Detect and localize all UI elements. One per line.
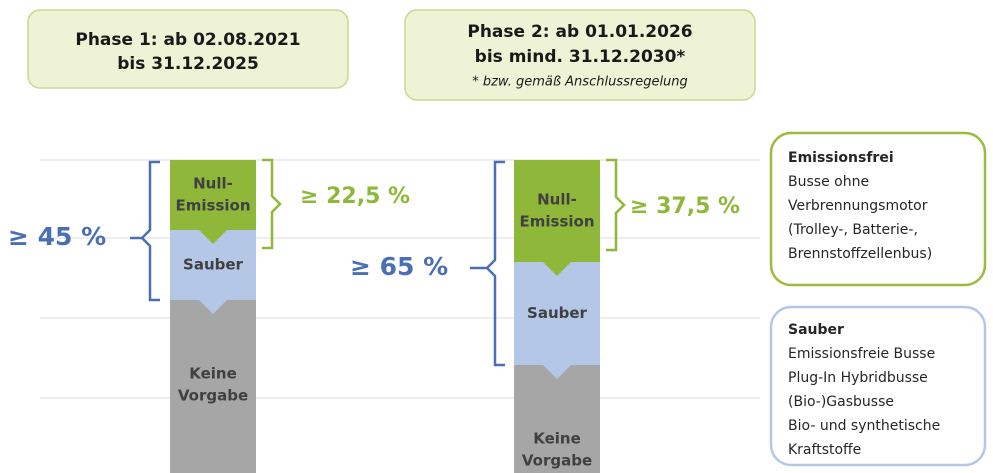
legend-line: Plug-In Hybridbusse [788,370,928,386]
segment-label: Vorgabe [178,387,248,405]
legend-title: Sauber [788,322,844,338]
segment-label: Null- [193,175,233,193]
legend-line: Kraftstoffe [788,442,861,458]
segment-label: Null- [537,191,577,209]
share-label: ≥ 37,5 % [630,194,740,219]
bar-segment [514,262,600,365]
bar-segment [514,160,600,262]
bar-segment [514,365,600,473]
phase-title: Phase 2: ab 01.01.2026 [467,22,692,42]
segment-label: Emission [520,213,595,231]
phase-title: Phase 1: ab 02.08.2021 [75,30,300,50]
share-label: ≥ 45 % [8,222,106,251]
phase-title: bis 31.12.2025 [117,54,259,74]
phase-box [27,9,349,89]
segment-label: Keine [533,430,581,448]
bracket [262,158,282,250]
arrow [543,254,571,276]
legend-line: Brennstoffzellenbus) [788,246,932,262]
arrow [199,222,227,244]
segment-label: Vorgabe [522,452,592,470]
phase-box [404,9,756,101]
arrow [543,357,571,379]
legend-box [769,131,987,287]
bar-segment [170,160,256,230]
grid [40,159,760,399]
share-label: ≥ 65 % [350,252,448,281]
legend-title: Emissionsfrei [788,150,894,166]
bar-segment [170,300,256,473]
legend-line: Bio- und synthetische [788,418,940,434]
phase-note: * bzw. gemäß Anschlussregelung [472,75,688,90]
legend-box [769,305,987,467]
share-label: ≥ 22,5 % [300,184,410,209]
bracket [606,158,626,252]
segment-label: Sauber [183,256,244,274]
legend-line: (Bio-)Gasbusse [788,394,894,410]
segment-label: Sauber [527,304,588,322]
segment-label: Keine [189,365,237,383]
legend-line: Emissionsfreie Busse [788,346,935,362]
legend-line: Verbrennungsmotor [788,198,928,214]
bracket [470,160,505,367]
bracket [130,160,160,302]
segment-label: Emission [176,197,251,215]
phase-title: bis mind. 31.12.2030* [475,47,686,67]
arrow [199,292,227,314]
legend-line: (Trolley-, Batterie-, [788,222,918,238]
legend-line: Busse ohne [788,174,869,190]
